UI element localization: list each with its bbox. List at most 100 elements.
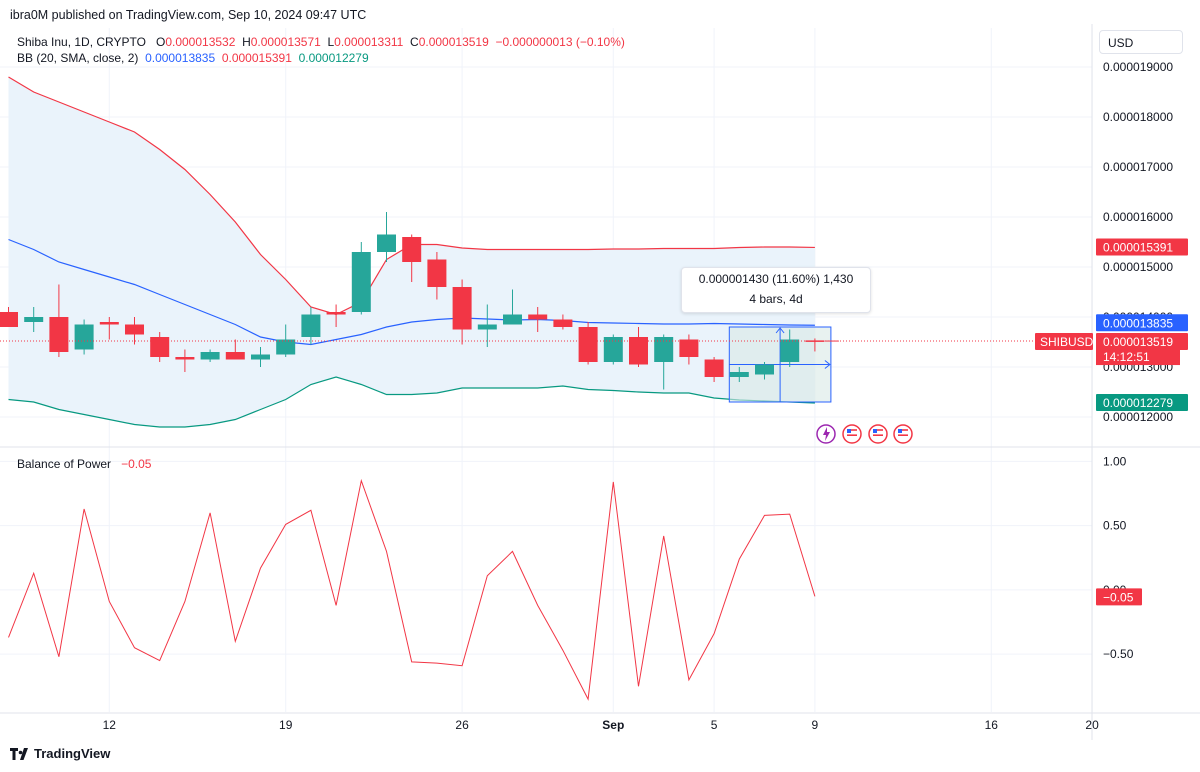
- bop-tick-label: 1.00: [1103, 454, 1127, 468]
- measure-tooltip-line2: 4 bars, 4d: [749, 292, 803, 306]
- candle-body: [729, 372, 749, 377]
- candle-body: [175, 357, 195, 360]
- price-label-bb_upper: 0.000015391: [1103, 240, 1173, 254]
- candle-body: [225, 352, 245, 360]
- measure-arrow-up-head: [775, 327, 785, 334]
- date-tick-label: 9: [812, 718, 819, 732]
- bb-lower-value: 0.000012279: [298, 51, 369, 65]
- low-value: 0.000013311: [334, 35, 404, 49]
- candle-body: [755, 364, 774, 375]
- candle-body: [351, 252, 371, 312]
- candle-body: [578, 327, 598, 362]
- bb-label: BB (20, SMA, close, 2): [17, 51, 139, 65]
- date-tick-label: 5: [711, 718, 718, 732]
- low-label: L: [327, 35, 335, 49]
- measure-tooltip: 0.000001430 (11.60%) 1,430 4 bars, 4d: [681, 267, 871, 313]
- price-label-bg: [1096, 333, 1188, 351]
- bop-value-bg: [1096, 588, 1142, 606]
- flag-event-icon: [868, 424, 888, 444]
- candle-body: [150, 337, 170, 357]
- flag-event-icon: [842, 424, 862, 444]
- symbol-tag-bg: [1035, 333, 1093, 351]
- high-value: 0.000013571: [250, 35, 321, 49]
- tradingview-logo-icon: [10, 747, 28, 760]
- bop-legend: Balance of Power −0.05: [17, 457, 151, 471]
- bb-basis-value: 0.000013835: [145, 51, 216, 65]
- axes: 0.0000120000.0000130000.0000140000.00001…: [0, 24, 1200, 740]
- candles: [0, 212, 1092, 390]
- candle-body: [377, 234, 396, 252]
- flag-canton: [898, 429, 902, 433]
- open-value: 0.000013532: [165, 35, 236, 49]
- candle-body: [528, 314, 548, 320]
- candle-body: [74, 324, 94, 350]
- countdown-label-bg: [1096, 349, 1180, 366]
- candle-body: [276, 339, 296, 355]
- lightning-icon: [823, 427, 830, 441]
- date-tick-label: 19: [279, 718, 293, 732]
- candle-body: [251, 354, 270, 360]
- measure-tooltip-line1: 0.000001430 (11.60%) 1,430: [698, 272, 854, 286]
- candle-body: [780, 339, 800, 362]
- candle-body: [503, 314, 522, 325]
- candle-body: [704, 359, 724, 377]
- close-label: C: [410, 35, 419, 49]
- candle-body: [553, 319, 573, 327]
- candle-body: [629, 337, 648, 365]
- candle-body: [402, 237, 422, 262]
- price-label-last: 0.000013519: [1103, 335, 1173, 349]
- price-tick-label: 0.000016000: [1103, 210, 1173, 224]
- candle-body: [805, 340, 825, 342]
- symbol-legend: Shiba Inu, 1D, CRYPTO O0.000013532 H0.00…: [17, 35, 625, 49]
- price-label-bg: [1096, 238, 1188, 256]
- bop-value-label: −0.05: [1103, 590, 1134, 604]
- currency-button[interactable]: USD: [1099, 30, 1183, 54]
- bop-tick-label: 0.50: [1103, 519, 1127, 533]
- bb-lower-line: [8, 376, 815, 428]
- candle-body: [326, 312, 346, 315]
- candle-body: [679, 339, 699, 357]
- price-label-bb_basis: 0.000013835: [1103, 316, 1173, 330]
- price-tick-label: 0.000017000: [1103, 160, 1173, 174]
- bop-value: −0.05: [121, 457, 152, 471]
- bb-basis-line: [8, 238, 815, 346]
- bop-tick-label: −0.50: [1103, 647, 1134, 661]
- flag-event-icon: [893, 424, 913, 444]
- price-tick-label: 0.000018000: [1103, 110, 1173, 124]
- countdown-label: 14:12:51: [1103, 350, 1150, 364]
- measure-arrow-right-head: [824, 360, 831, 369]
- price-label-bb_lower: 0.000012279: [1103, 396, 1173, 410]
- price-label-bg: [1096, 314, 1188, 332]
- candle-body: [477, 324, 497, 330]
- open-label: O: [155, 35, 166, 49]
- bb-upper-value: 0.000015391: [221, 51, 292, 65]
- price-label-bg: [1096, 394, 1188, 412]
- price-tick-label: 0.000012000: [1103, 410, 1173, 424]
- flag-canton: [873, 429, 877, 433]
- measure-range: [728, 326, 832, 403]
- candle-body: [427, 259, 447, 287]
- bop-label: Balance of Power: [17, 457, 112, 471]
- date-tick-label: 26: [455, 718, 469, 732]
- candle-body: [301, 314, 321, 337]
- publish-info: ibra0M published on TradingView.com, Sep…: [10, 8, 367, 22]
- candle-body: [654, 337, 674, 362]
- change-value: −0.000000013 (−0.10%): [495, 35, 625, 49]
- symbol-name: Shiba Inu, 1D, CRYPTO: [17, 35, 146, 49]
- symbol-tag: SHIBUSD: [1040, 335, 1094, 349]
- flag-canton: [847, 429, 851, 433]
- date-tick-label: 12: [103, 718, 117, 732]
- candle-body: [49, 317, 69, 352]
- candle-body: [200, 352, 220, 360]
- balance-of-power-pane: 1.000.500.00−0.50−0.05: [0, 454, 1142, 701]
- price-tick-label: 0.000015000: [1103, 260, 1173, 274]
- candle-body: [99, 322, 119, 325]
- close-value: 0.000013519: [418, 35, 489, 49]
- date-tick-label: Sep: [602, 718, 624, 732]
- bb-legend: BB (20, SMA, close, 2) 0.000013835 0.000…: [17, 51, 369, 65]
- tradingview-logo[interactable]: TradingView: [10, 746, 110, 761]
- candle-body: [0, 312, 18, 327]
- candle-body: [452, 287, 472, 330]
- price-tick-label: 0.000019000: [1103, 60, 1173, 74]
